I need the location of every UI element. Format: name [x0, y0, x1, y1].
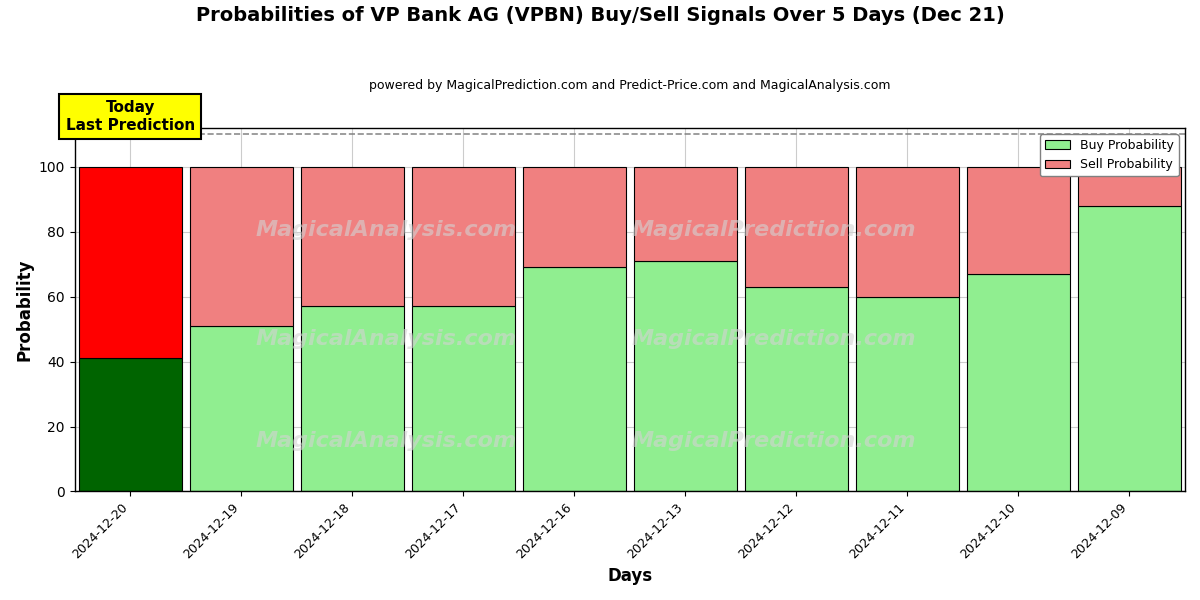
Text: MagicalAnalysis.com: MagicalAnalysis.com: [256, 220, 516, 239]
Y-axis label: Probability: Probability: [16, 259, 34, 361]
Text: MagicalPrediction.com: MagicalPrediction.com: [632, 329, 917, 349]
Bar: [967, 274, 1070, 491]
Bar: [523, 167, 626, 268]
Text: MagicalAnalysis.com: MagicalAnalysis.com: [256, 431, 516, 451]
Bar: [1078, 206, 1181, 491]
Bar: [634, 167, 737, 261]
Bar: [856, 296, 959, 491]
Bar: [523, 268, 626, 491]
Bar: [745, 167, 848, 287]
Bar: [745, 287, 848, 491]
Bar: [78, 167, 182, 358]
Bar: [412, 307, 515, 491]
X-axis label: Days: Days: [607, 567, 653, 585]
Bar: [967, 167, 1070, 274]
Bar: [301, 167, 404, 307]
Bar: [78, 358, 182, 491]
Bar: [301, 307, 404, 491]
Text: MagicalAnalysis.com: MagicalAnalysis.com: [256, 329, 516, 349]
Bar: [412, 167, 515, 307]
Bar: [634, 261, 737, 491]
Text: MagicalPrediction.com: MagicalPrediction.com: [632, 431, 917, 451]
Text: MagicalPrediction.com: MagicalPrediction.com: [632, 220, 917, 239]
Title: powered by MagicalPrediction.com and Predict-Price.com and MagicalAnalysis.com: powered by MagicalPrediction.com and Pre…: [370, 79, 890, 92]
Text: Probabilities of VP Bank AG (VPBN) Buy/Sell Signals Over 5 Days (Dec 21): Probabilities of VP Bank AG (VPBN) Buy/S…: [196, 6, 1004, 25]
Legend: Buy Probability, Sell Probability: Buy Probability, Sell Probability: [1040, 134, 1178, 176]
Bar: [856, 167, 959, 296]
Bar: [1078, 167, 1181, 206]
Bar: [190, 167, 293, 326]
Text: Today
Last Prediction: Today Last Prediction: [66, 100, 194, 133]
Bar: [190, 326, 293, 491]
